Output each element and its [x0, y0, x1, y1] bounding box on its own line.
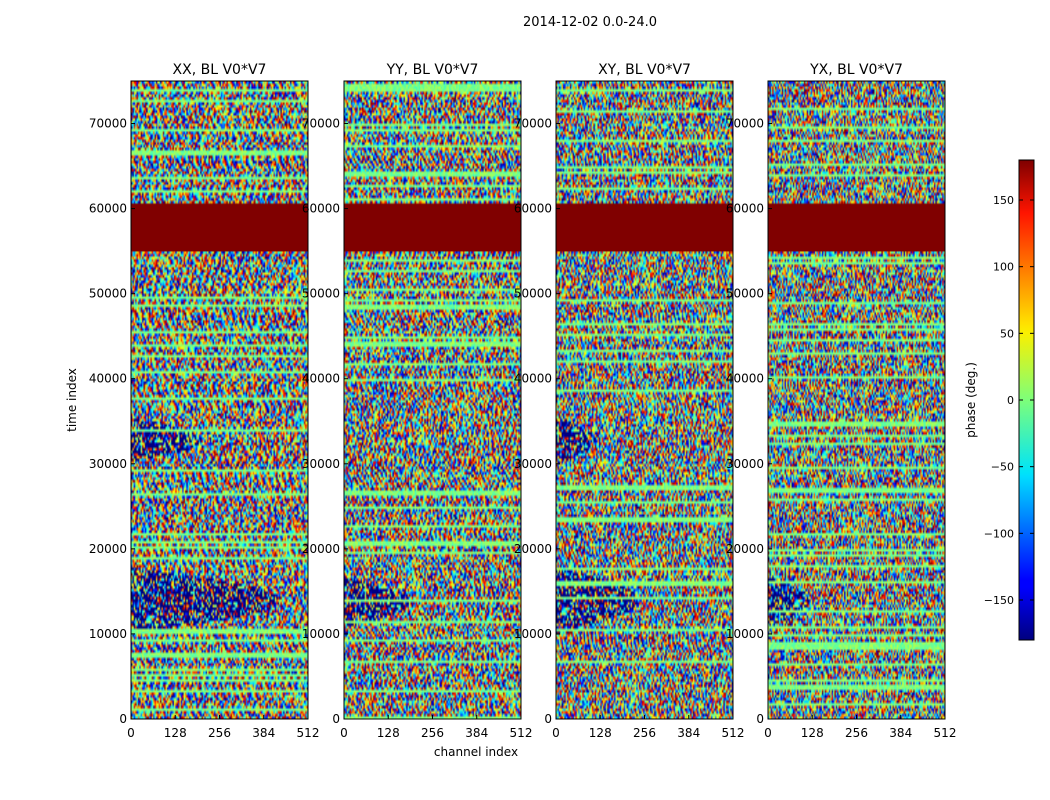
- y-tick-label: 20000: [726, 542, 764, 556]
- x-tick-label: 0: [764, 726, 772, 740]
- y-tick-label: 20000: [514, 542, 552, 556]
- y-tick-label: 40000: [726, 372, 764, 386]
- x-axis-label: channel index: [434, 745, 518, 759]
- x-tick-label: 0: [552, 726, 560, 740]
- phase-heatmap: [344, 81, 521, 719]
- y-tick-label: 50000: [726, 287, 764, 301]
- colorbar-tick-label: −50: [991, 461, 1014, 474]
- x-tick-label: 256: [845, 726, 868, 740]
- colorbar-tick-label: 0: [1007, 394, 1014, 407]
- y-tick-label: 50000: [302, 287, 340, 301]
- x-tick-label: 256: [633, 726, 656, 740]
- panel-yy: YY, BL V0*V7 0 128 256 384 512 0 10000 20000 3000…: [302, 62, 533, 740]
- y-tick-label: 60000: [302, 202, 340, 216]
- y-tick-label: 70000: [302, 117, 340, 131]
- colorbar-tick-label: −100: [984, 527, 1014, 540]
- colorbar-tick-label: 50: [1000, 327, 1014, 340]
- x-tick-label: 512: [934, 726, 957, 740]
- y-tick-label: 10000: [514, 627, 552, 641]
- y-tick-label: 40000: [514, 372, 552, 386]
- panel-title: XX, BL V0*V7: [173, 62, 267, 78]
- colorbar: −150 −100 −50 0 50 100 150 phase (deg.): [964, 159, 1035, 641]
- panel-title: YX, BL V0*V7: [809, 62, 903, 78]
- y-tick-label: 40000: [89, 372, 127, 386]
- y-tick-label: 70000: [514, 117, 552, 131]
- y-tick-label: 10000: [726, 627, 764, 641]
- panel-yx: YX, BL V0*V7 0 128 256 384 512 0 10000 20000 3000…: [726, 62, 957, 740]
- y-tick-label: 70000: [726, 117, 764, 131]
- y-tick-label: 30000: [302, 457, 340, 471]
- x-tick-label: 128: [589, 726, 612, 740]
- y-tick-label: 30000: [726, 457, 764, 471]
- colorbar-ticks: −150 −100 −50 0 50 100 150: [984, 194, 1034, 607]
- y-tick-label: 0: [544, 712, 552, 726]
- colorbar-tick-label: −150: [984, 594, 1014, 607]
- constant-phase-band: [768, 204, 945, 252]
- panel-xy: XY, BL V0*V7 0 128 256 384 512 0 10000 20000 3000…: [514, 62, 745, 740]
- x-tick-label: 128: [377, 726, 400, 740]
- constant-phase-band: [131, 204, 308, 252]
- x-tick-label: 384: [252, 726, 275, 740]
- phase-heatmap: [556, 81, 733, 719]
- y-tick-label: 30000: [514, 457, 552, 471]
- y-tick-label: 30000: [89, 457, 127, 471]
- y-tick-label: 0: [119, 712, 127, 726]
- phase-heatmap: [768, 81, 945, 719]
- y-tick-label: 0: [756, 712, 764, 726]
- y-tick-label: 20000: [302, 542, 340, 556]
- x-tick-label: 0: [340, 726, 348, 740]
- y-tick-label: 70000: [89, 117, 127, 131]
- x-tick-label: 256: [421, 726, 444, 740]
- x-tick-label: 384: [677, 726, 700, 740]
- constant-phase-band: [344, 204, 521, 252]
- x-tick-label: 512: [510, 726, 533, 740]
- y-tick-label: 60000: [514, 202, 552, 216]
- x-tick-label: 128: [164, 726, 187, 740]
- x-tick-label: 128: [801, 726, 824, 740]
- colorbar-tick-label: 150: [993, 194, 1014, 207]
- colorbar-tick-label: 100: [993, 261, 1014, 274]
- x-tick-label: 256: [208, 726, 231, 740]
- y-tick-label: 10000: [302, 627, 340, 641]
- y-tick-label: 10000: [89, 627, 127, 641]
- figure-suptitle: 2014-12-02 0.0-24.0: [523, 15, 657, 30]
- x-tick-label: 0: [127, 726, 135, 740]
- panel-title: XY, BL V0*V7: [598, 62, 691, 78]
- y-tick-label: 0: [332, 712, 340, 726]
- y-axis-label: time index: [65, 368, 79, 432]
- phase-heatmap: [131, 81, 308, 719]
- y-tick-label: 20000: [89, 542, 127, 556]
- x-tick-label: 384: [465, 726, 488, 740]
- y-tick-label: 50000: [89, 287, 127, 301]
- x-tick-label: 512: [297, 726, 320, 740]
- constant-phase-band: [556, 204, 733, 252]
- panel-xx: XX, BL V0*V7 0 128 256 384 512 0 10000 20000 3000…: [89, 62, 320, 740]
- panels: XX, BL V0*V7 0 128 256 384 512 0 10000 20000 3000…: [89, 62, 957, 740]
- y-tick-label: 60000: [726, 202, 764, 216]
- panel-title: YY, BL V0*V7: [386, 62, 479, 78]
- colorbar-label: phase (deg.): [964, 362, 978, 438]
- y-tick-label: 50000: [514, 287, 552, 301]
- x-tick-label: 512: [722, 726, 745, 740]
- x-tick-label: 384: [889, 726, 912, 740]
- y-tick-label: 40000: [302, 372, 340, 386]
- y-tick-label: 60000: [89, 202, 127, 216]
